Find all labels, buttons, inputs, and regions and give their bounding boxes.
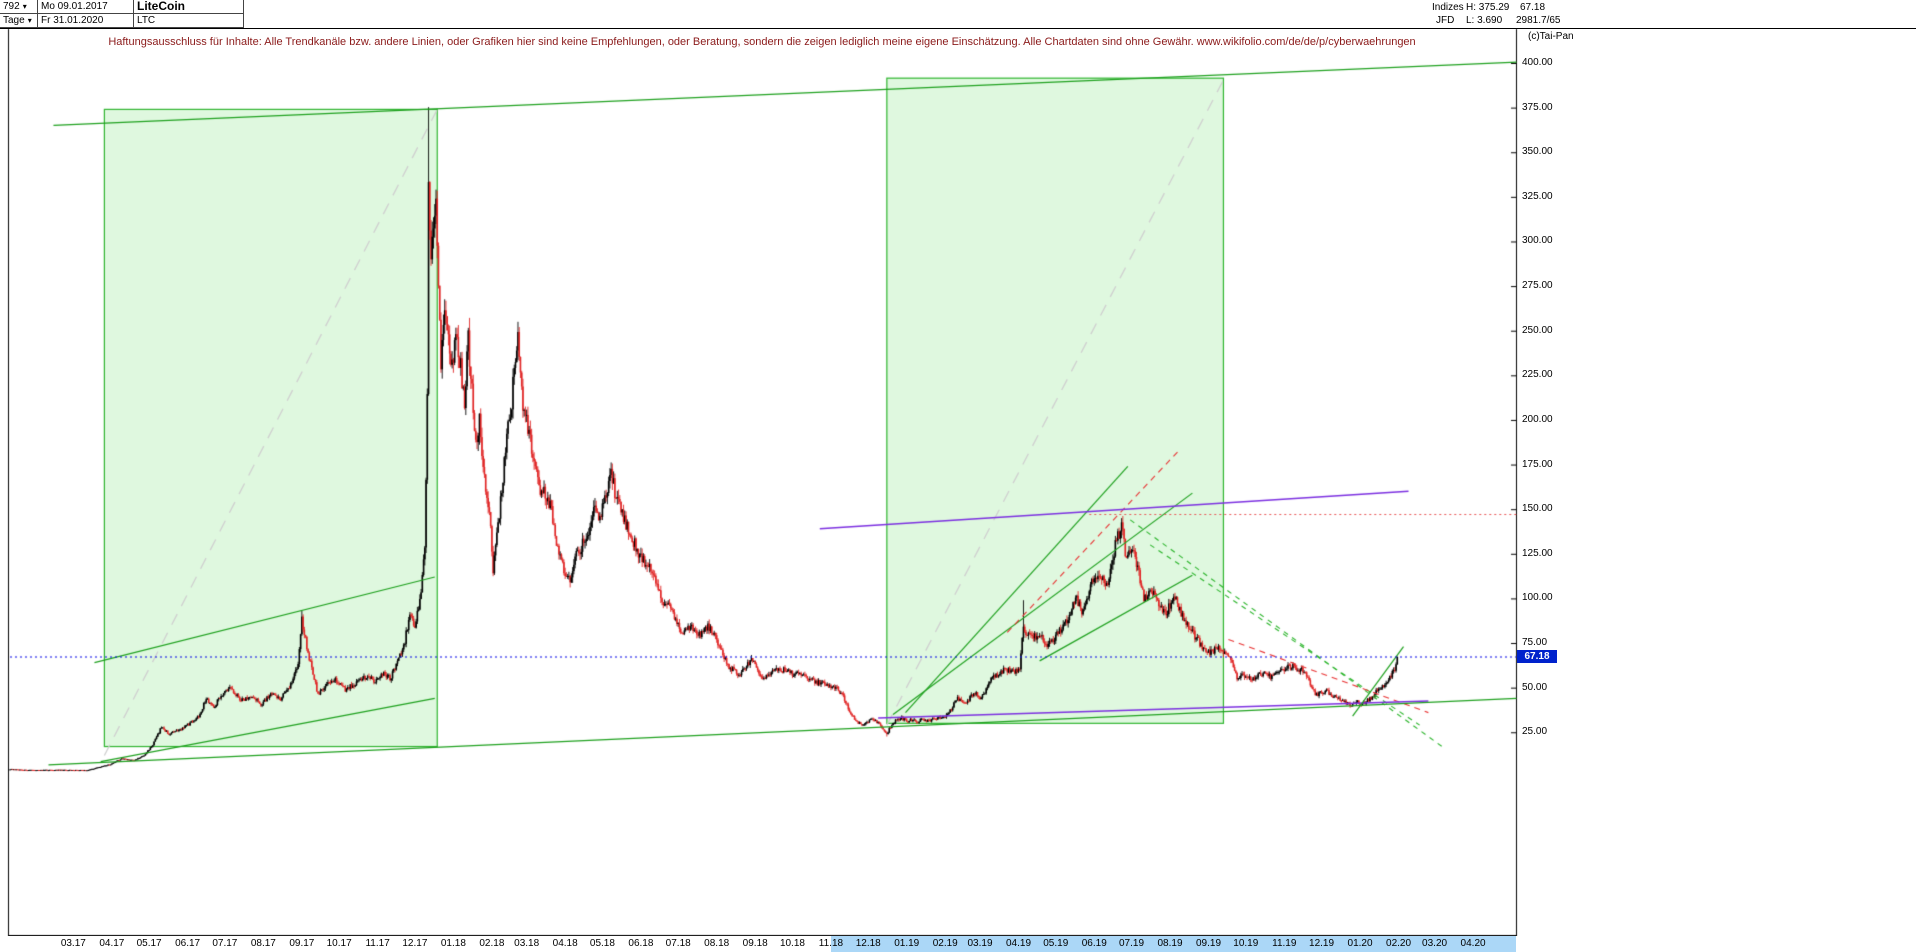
- price-label: 75.00: [1522, 637, 1548, 649]
- date-label: 10.18: [779, 938, 805, 949]
- last-price-tag: 67.18: [1517, 650, 1557, 664]
- period-value: Tage: [3, 15, 25, 26]
- date-label: 04.19: [1005, 938, 1032, 949]
- price-label: 325.00: [1522, 190, 1553, 202]
- chevron-down-icon: ▾: [27, 15, 32, 25]
- time-axis: 03.17 04.17 05.17 06.17 07.17 08.17 09.17 10.17…: [0, 936, 1916, 952]
- date-label: 03.19: [967, 938, 993, 949]
- feed-label: JFD: [1436, 15, 1455, 26]
- date-label: 01.20: [1347, 938, 1373, 949]
- date-label: 01.19: [894, 938, 920, 949]
- date-label: 01.18: [440, 938, 466, 949]
- selection-highlight: [830, 936, 1516, 952]
- date-label: 03.17: [60, 938, 86, 949]
- price-label: 50.00: [1522, 681, 1548, 693]
- date-label: 12.19: [1309, 938, 1335, 949]
- date-label: 10.19: [1233, 938, 1259, 949]
- end-date-value: Fr 31.01.2020: [41, 15, 104, 26]
- date-label: 11.17: [365, 938, 390, 949]
- chevron-down-icon: ▾: [22, 1, 27, 11]
- end-date-field[interactable]: Fr 31.01.2020: [38, 14, 134, 28]
- start-date-field[interactable]: Mo 09.01.2017: [38, 0, 134, 14]
- date-label: 08.18: [704, 938, 730, 949]
- price-axis: 400.00 375.00 350.00 325.00 300.00 275.00 250.…: [1518, 0, 1916, 952]
- price-label: 25.00: [1522, 726, 1548, 738]
- date-label: 07.17: [212, 938, 238, 949]
- bars-count-value: 792: [3, 1, 20, 12]
- last-price: 67.18: [1520, 2, 1546, 13]
- date-label: 02.19: [932, 938, 958, 949]
- date-label: 12.17: [402, 938, 428, 949]
- date-label: 05.18: [589, 938, 615, 949]
- date-label: 02.20: [1386, 938, 1412, 949]
- price-label: 250.00: [1522, 324, 1553, 336]
- period-dropdown[interactable]: Tage ▾: [0, 14, 38, 28]
- date-label: 08.19: [1157, 938, 1183, 949]
- date-label: 03.20: [1422, 938, 1448, 949]
- date-label: 07.19: [1119, 938, 1145, 949]
- date-label: 06.17: [175, 938, 201, 949]
- date-label: 11.18: [818, 938, 844, 949]
- date-label: 08.17: [250, 938, 276, 949]
- date-label: 10.17: [326, 938, 352, 949]
- price-label: 400.00: [1522, 57, 1553, 68]
- price-label: 100.00: [1522, 592, 1553, 604]
- date-label: 04.17: [99, 938, 125, 949]
- date-label: 07.18: [665, 938, 691, 949]
- session-low: L: 3.690: [1466, 15, 1503, 26]
- chart-settings-table: 792 ▾ Mo 09.01.2017 LiteCoin Tage ▾ Fr 3…: [0, 0, 244, 28]
- session-high: H: 375.29: [1466, 2, 1510, 13]
- date-label: 04.18: [552, 938, 578, 949]
- date-label: 09.18: [742, 938, 768, 949]
- price-label: 300.00: [1522, 235, 1553, 247]
- price-label: 275.00: [1522, 280, 1553, 292]
- price-label: 150.00: [1522, 503, 1553, 515]
- price-label: 175.00: [1522, 458, 1553, 470]
- price-label: 200.00: [1522, 413, 1553, 425]
- date-label: 06.19: [1081, 938, 1107, 949]
- price-label: 375.00: [1522, 101, 1553, 113]
- price-label: 350.00: [1522, 146, 1553, 158]
- disclaimer-text: Haftungsausschluss für Inhalte: Alle Tre…: [108, 36, 1416, 48]
- date-label: 09.19: [1196, 938, 1222, 949]
- price-label: 225.00: [1522, 369, 1553, 381]
- date-label: 05.17: [136, 938, 162, 949]
- date-label: 04.20: [1460, 938, 1486, 949]
- symbol-label: LTC: [134, 14, 244, 28]
- date-label: 05.19: [1043, 938, 1069, 949]
- date-label: 11.19: [1272, 938, 1297, 949]
- date-label: 03.18: [514, 938, 540, 949]
- date-label: 02.18: [479, 938, 505, 949]
- price-label: 125.00: [1522, 547, 1553, 559]
- start-date-value: Mo 09.01.2017: [41, 1, 108, 12]
- date-label: 09.17: [289, 938, 315, 949]
- market-group-label: Indizes: [1432, 2, 1464, 13]
- bars-count-dropdown[interactable]: 792 ▾: [0, 0, 38, 14]
- bars-stat: 2981.7/65: [1516, 15, 1561, 26]
- chart-title: LiteCoin: [134, 0, 244, 14]
- date-label: 12.18: [855, 938, 881, 949]
- date-label: 06.18: [628, 938, 654, 949]
- toolbar: 792 ▾ Mo 09.01.2017 LiteCoin Tage ▾ Fr 3…: [0, 0, 1916, 29]
- copyright-label: (c)Tai-Pan: [1528, 31, 1574, 42]
